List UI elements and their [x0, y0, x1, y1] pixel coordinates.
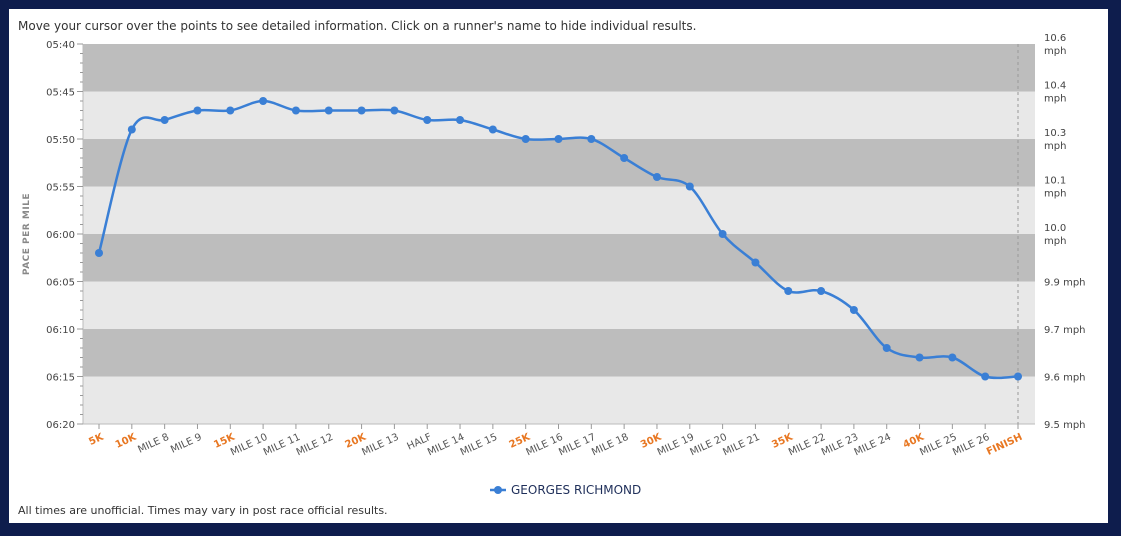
- chart-band: [83, 91, 1035, 139]
- data-point[interactable]: [620, 154, 629, 162]
- x-tick-label: MILE 25: [918, 432, 958, 459]
- y-tick-label: 06:00: [46, 230, 75, 241]
- chart-band: [83, 329, 1035, 377]
- y2-tick-label: 10.3: [1044, 128, 1066, 139]
- data-point[interactable]: [324, 106, 333, 115]
- x-tick-label: MILE 16: [524, 432, 564, 459]
- x-tick-label: MILE 26: [951, 432, 991, 459]
- x-tick-label: MILE 11: [262, 432, 302, 459]
- x-tick-label: MILE 14: [426, 432, 466, 459]
- data-point[interactable]: [718, 230, 727, 238]
- data-point[interactable]: [817, 287, 826, 295]
- x-tick-label: MILE 9: [169, 432, 204, 456]
- data-point[interactable]: [95, 249, 103, 257]
- y-tick-label: 05:50: [46, 135, 75, 146]
- y-tick-label: 05:45: [46, 88, 75, 99]
- y-tick-label: 05:55: [46, 183, 75, 194]
- x-tick-label: MILE 15: [459, 432, 499, 459]
- legend-marker: [494, 486, 502, 494]
- data-point[interactable]: [587, 135, 596, 143]
- x-tick-label: MILE 17: [557, 432, 597, 459]
- data-point[interactable]: [981, 372, 990, 381]
- y2-axis-ticks: 10.6 mph 10.4 mph 10.3 mph 10.1 mph 10.0 mph 9.9 m…: [1044, 33, 1086, 431]
- x-tick-label: 10K: [114, 431, 139, 451]
- y2-tick-label: 9.5 mph: [1044, 420, 1086, 431]
- data-point[interactable]: [915, 353, 924, 362]
- y-tick-label: 06:05: [46, 278, 75, 289]
- y-tick-label: 06:10: [46, 325, 75, 336]
- data-point[interactable]: [751, 258, 760, 267]
- data-point[interactable]: [685, 182, 694, 191]
- x-tick-label: MILE 21: [721, 432, 761, 459]
- chart-band: [83, 234, 1035, 282]
- legend-label[interactable]: GEORGES RICHMOND: [511, 483, 641, 497]
- y2-tick-unit: mph: [1044, 236, 1066, 247]
- data-point[interactable]: [259, 97, 268, 105]
- data-point[interactable]: [193, 106, 202, 115]
- chart-band: [83, 139, 1035, 187]
- y-axis-label: PACE PER MILE: [22, 193, 32, 275]
- data-point[interactable]: [456, 116, 465, 124]
- x-tick-label: MILE 22: [787, 432, 827, 459]
- y2-tick-label: 9.6 mph: [1044, 373, 1086, 384]
- chart-band: [83, 44, 1035, 92]
- y-tick-label: 06:20: [46, 420, 75, 431]
- data-point[interactable]: [948, 353, 957, 362]
- data-point[interactable]: [652, 173, 661, 181]
- chart-band: [83, 376, 1035, 424]
- x-tick-label: MILE 23: [820, 432, 860, 459]
- x-tick-label: MILE 10: [229, 432, 269, 459]
- data-point[interactable]: [160, 116, 169, 124]
- chart-band: [83, 281, 1035, 329]
- x-tick-label: MILE 19: [656, 432, 696, 459]
- x-tick-label: MILE 12: [295, 432, 335, 459]
- x-tick-label: MILE 8: [136, 432, 171, 456]
- x-tick-label: MILE 20: [689, 432, 729, 459]
- y-axis-ticks: 05:40 05:45 05:50 05:55 06:00 06:05 06:10 06:15…: [46, 40, 84, 431]
- data-point[interactable]: [357, 106, 366, 115]
- data-point[interactable]: [291, 106, 300, 115]
- y2-tick-label: 9.9 mph: [1044, 278, 1086, 289]
- series-line[interactable]: [97, 99, 1019, 380]
- series-points: [95, 97, 1022, 381]
- data-point[interactable]: [226, 106, 235, 115]
- y2-tick-label: 9.7 mph: [1044, 325, 1086, 336]
- y2-tick-label: 10.1: [1044, 176, 1066, 187]
- data-point[interactable]: [849, 306, 858, 314]
- data-point[interactable]: [554, 135, 563, 143]
- data-point[interactable]: [1014, 372, 1022, 381]
- data-point[interactable]: [521, 135, 530, 143]
- x-tick-label: FINISH: [985, 432, 1024, 458]
- instructions-text: Move your cursor over the points to see …: [18, 19, 697, 33]
- x-tick-label: MILE 18: [590, 432, 630, 459]
- data-point[interactable]: [488, 125, 497, 134]
- x-tick-label: 5K: [87, 431, 106, 448]
- y2-tick-unit: mph: [1044, 189, 1066, 200]
- y2-tick-unit: mph: [1044, 94, 1066, 105]
- data-point[interactable]: [127, 125, 136, 134]
- x-tick-label: MILE 24: [853, 432, 893, 459]
- data-point[interactable]: [882, 344, 891, 352]
- y2-tick-unit: mph: [1044, 46, 1066, 57]
- y2-tick-unit: mph: [1044, 141, 1066, 152]
- legend-item[interactable]: GEORGES RICHMOND: [490, 483, 641, 497]
- y2-tick-label: 10.4: [1044, 81, 1066, 92]
- data-point[interactable]: [423, 116, 432, 124]
- y2-tick-label: 10.0: [1044, 223, 1066, 234]
- chart-band: [83, 186, 1035, 234]
- data-point[interactable]: [784, 287, 793, 295]
- x-tick-label: MILE 13: [360, 432, 400, 459]
- data-point[interactable]: [390, 106, 399, 115]
- y-tick-label: 05:40: [46, 40, 75, 51]
- y-tick-label: 06:15: [46, 373, 75, 384]
- chart-bands: [83, 44, 1035, 424]
- y2-tick-label: 10.6: [1044, 33, 1066, 44]
- footer-disclaimer: All times are unofficial. Times may vary…: [18, 504, 388, 517]
